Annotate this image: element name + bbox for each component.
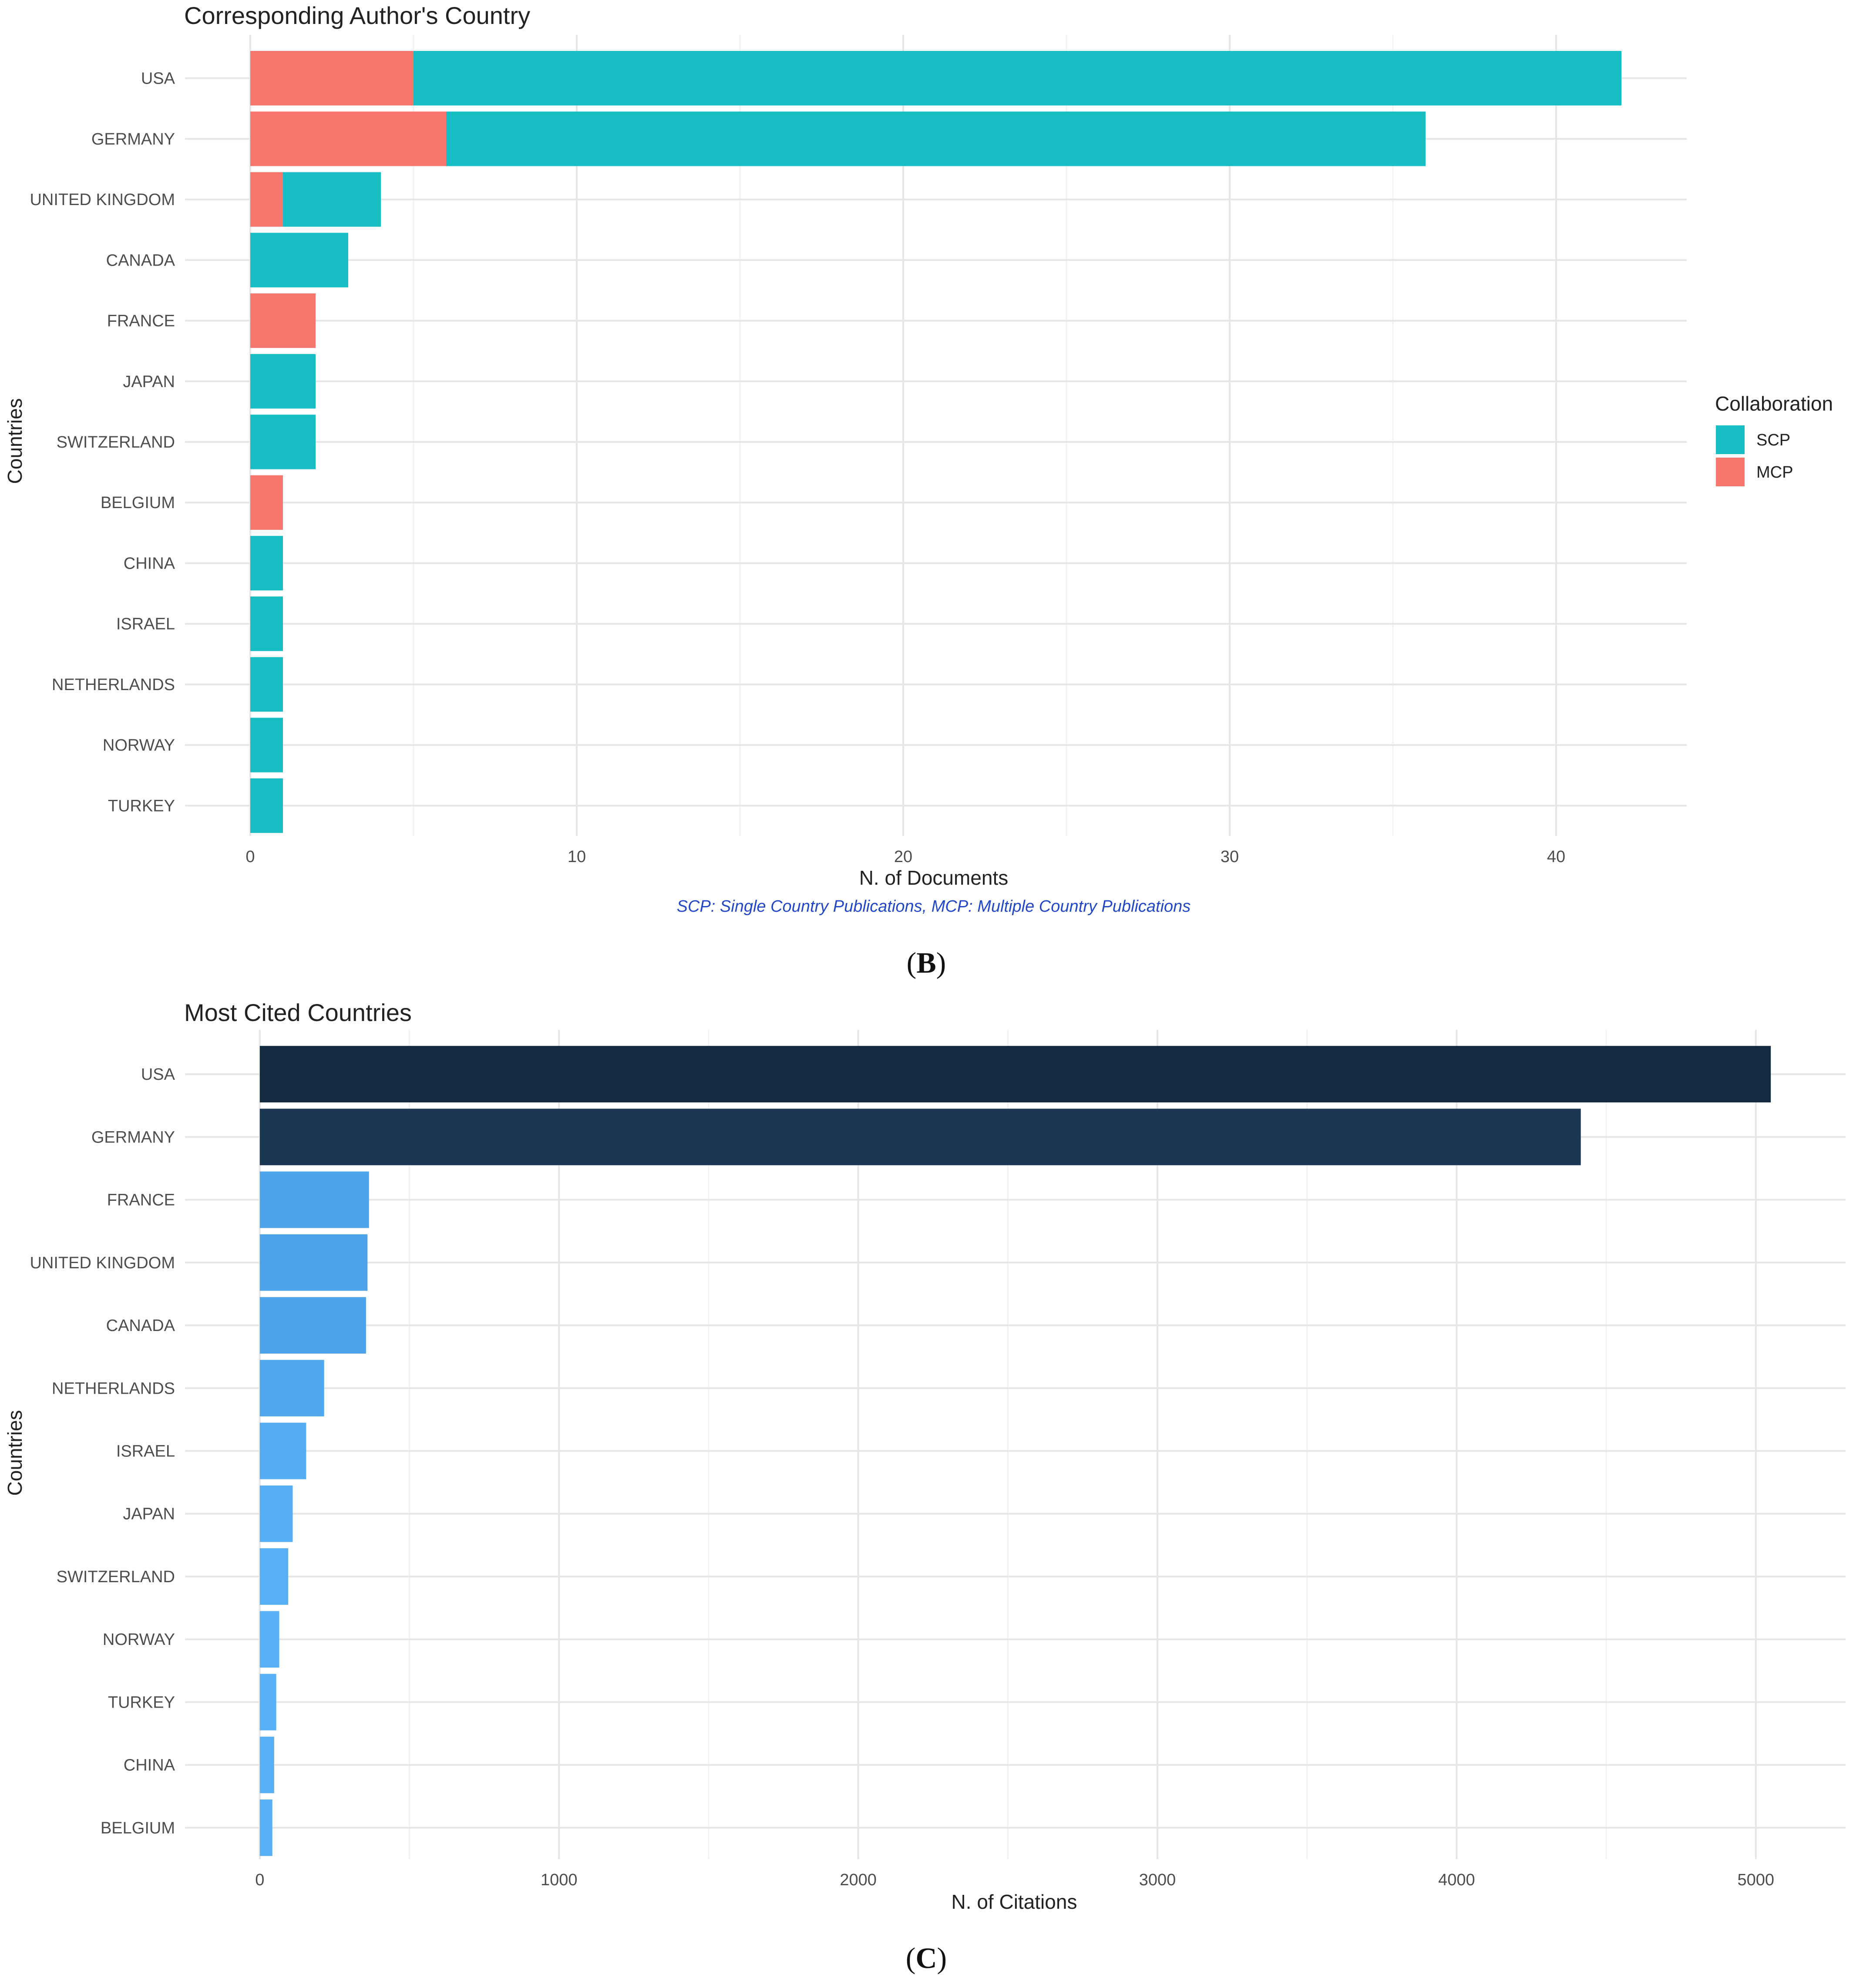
citations-chart-title: Most Cited Countries bbox=[184, 999, 412, 1026]
bar-scp-switzerland bbox=[250, 414, 316, 469]
citations-xtick-3000: 3000 bbox=[1139, 1871, 1176, 1889]
panel-b-label: (B) bbox=[907, 946, 946, 979]
bar-citations-switzerland bbox=[259, 1548, 289, 1605]
documents-y-tick-labels: USA GERMANY UNITED KINGDOM CANADA FRANCE JAPA… bbox=[30, 70, 175, 815]
bar-citations-germany bbox=[259, 1109, 1581, 1166]
documents-ytick-usa: USA bbox=[141, 70, 175, 88]
documents-ytick-germany: GERMANY bbox=[91, 130, 175, 148]
citations-xtick-2000: 2000 bbox=[840, 1871, 877, 1889]
citations-ytick-united-kingdom: UNITED KINGDOM bbox=[30, 1254, 175, 1272]
bar-mcp-usa bbox=[250, 51, 414, 106]
bar-mcp-germany bbox=[250, 111, 446, 166]
panel-b-letter: B bbox=[916, 946, 936, 979]
documents-bars bbox=[250, 51, 1621, 833]
citations-ytick-turkey: TURKEY bbox=[108, 1693, 175, 1712]
documents-ytick-belgium: BELGIUM bbox=[101, 494, 175, 512]
bar-citations-china bbox=[259, 1736, 274, 1793]
documents-ytick-israel: ISRAEL bbox=[116, 615, 175, 633]
citations-x-tick-labels: 0 1000 2000 3000 4000 5000 bbox=[255, 1871, 1774, 1889]
citations-ytick-norway: NORWAY bbox=[103, 1631, 175, 1649]
bar-citations-united-kingdom bbox=[259, 1234, 368, 1291]
citations-xtick-1000: 1000 bbox=[541, 1871, 578, 1889]
documents-ytick-united-kingdom: UNITED KINGDOM bbox=[30, 191, 175, 209]
documents-ytick-netherlands: NETHERLANDS bbox=[52, 676, 175, 694]
documents-x-tick-labels: 0 10 20 30 40 bbox=[245, 848, 1565, 866]
citations-ytick-germany: GERMANY bbox=[91, 1128, 175, 1146]
bar-scp-united-kingdom bbox=[283, 172, 381, 227]
citations-ytick-usa: USA bbox=[141, 1065, 175, 1084]
citations-ytick-china: CHINA bbox=[124, 1756, 175, 1775]
citations-chart: Most Cited Countries USA GERMANY FRANCE UNI… bbox=[3, 999, 1846, 1913]
citations-ytick-netherlands: NETHERLANDS bbox=[52, 1379, 175, 1398]
bar-scp-netherlands bbox=[250, 657, 283, 712]
documents-ytick-japan: JAPAN bbox=[123, 373, 175, 391]
citations-ytick-canada: CANADA bbox=[106, 1317, 175, 1335]
citations-ytick-switzerland: SWITZERLAND bbox=[57, 1568, 175, 1586]
panel-c-label: (C) bbox=[906, 1941, 947, 1975]
documents-ytick-canada: CANADA bbox=[106, 251, 175, 270]
documents-x-axis-title: N. of Documents bbox=[859, 866, 1009, 889]
bar-scp-turkey bbox=[250, 778, 283, 833]
bar-scp-china bbox=[250, 536, 283, 591]
citations-ytick-belgium: BELGIUM bbox=[101, 1819, 175, 1837]
documents-xtick-20: 20 bbox=[894, 848, 912, 866]
documents-ytick-switzerland: SWITZERLAND bbox=[57, 433, 175, 452]
citations-ytick-france: FRANCE bbox=[107, 1191, 175, 1210]
bar-scp-israel bbox=[250, 596, 283, 651]
legend-scp-label: SCP bbox=[1756, 431, 1790, 449]
bar-mcp-belgium bbox=[250, 475, 283, 530]
panel-c-letter: C bbox=[915, 1941, 937, 1975]
bar-citations-usa bbox=[259, 1046, 1771, 1103]
citations-xtick-5000: 5000 bbox=[1738, 1871, 1775, 1889]
bar-citations-japan bbox=[259, 1485, 293, 1542]
documents-chart: Corresponding Author's Country USA GERMAN… bbox=[3, 2, 1833, 916]
documents-xtick-0: 0 bbox=[245, 848, 255, 866]
legend-mcp-label: MCP bbox=[1756, 463, 1793, 482]
bar-mcp-france bbox=[250, 293, 316, 348]
documents-chart-title: Corresponding Author's Country bbox=[184, 2, 530, 29]
citations-ytick-israel: ISRAEL bbox=[116, 1442, 175, 1461]
bar-citations-israel bbox=[259, 1422, 306, 1479]
documents-ytick-china: CHINA bbox=[124, 554, 175, 573]
citations-gridlines bbox=[185, 1030, 1846, 1859]
documents-xtick-30: 30 bbox=[1221, 848, 1239, 866]
legend-mcp-swatch bbox=[1716, 458, 1745, 486]
bar-citations-canada bbox=[259, 1297, 366, 1354]
bar-citations-netherlands bbox=[259, 1360, 324, 1417]
citations-y-axis-title: Countries bbox=[3, 1410, 26, 1496]
documents-ytick-norway: NORWAY bbox=[103, 736, 175, 755]
legend-scp-swatch bbox=[1716, 425, 1745, 454]
bar-scp-usa bbox=[414, 51, 1621, 106]
documents-caption: SCP: Single Country Publications, MCP: M… bbox=[677, 897, 1191, 916]
bar-citations-norway bbox=[259, 1611, 279, 1668]
bar-scp-japan bbox=[250, 354, 316, 409]
documents-ytick-france: FRANCE bbox=[107, 312, 175, 330]
citations-xtick-0: 0 bbox=[255, 1871, 264, 1889]
bar-scp-norway bbox=[250, 718, 283, 772]
bar-mcp-united-kingdom bbox=[250, 172, 283, 227]
documents-y-axis-title: Countries bbox=[3, 398, 26, 484]
citations-bars bbox=[259, 1046, 1771, 1856]
legend-title: Collaboration bbox=[1715, 392, 1833, 415]
bar-citations-belgium bbox=[259, 1799, 272, 1856]
documents-xtick-40: 40 bbox=[1547, 848, 1565, 866]
citations-x-axis-title: N. of Citations bbox=[952, 1890, 1077, 1913]
bar-scp-germany bbox=[446, 111, 1426, 166]
citations-xtick-4000: 4000 bbox=[1438, 1871, 1475, 1889]
collaboration-legend: Collaboration SCP MCP bbox=[1715, 392, 1833, 486]
citations-y-tick-labels: USA GERMANY FRANCE UNITED KINGDOM CANADA NETH… bbox=[30, 1065, 175, 1837]
documents-xtick-10: 10 bbox=[568, 848, 586, 866]
bar-citations-france bbox=[259, 1171, 369, 1228]
citations-ytick-japan: JAPAN bbox=[123, 1505, 175, 1523]
bar-citations-turkey bbox=[259, 1674, 276, 1731]
documents-ytick-turkey: TURKEY bbox=[108, 797, 175, 815]
bar-scp-canada bbox=[250, 232, 348, 287]
